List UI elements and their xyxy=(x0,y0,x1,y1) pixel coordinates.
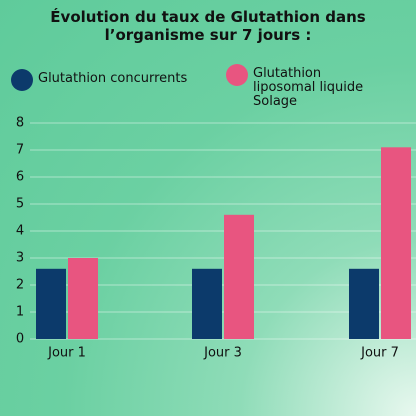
bar xyxy=(68,258,98,339)
y-tick-label: 5 xyxy=(16,197,24,212)
bar xyxy=(224,214,254,339)
legend-item: Glutathion concurrents xyxy=(11,69,211,91)
x-tick-label: Jour 3 xyxy=(203,346,242,361)
chart-title: Évolution du taux de Glutathion dans l’o… xyxy=(50,8,366,44)
y-tick-label: 3 xyxy=(16,251,24,266)
bar xyxy=(192,268,222,339)
legend-swatch xyxy=(11,69,33,91)
legend-swatch xyxy=(226,64,248,86)
y-tick-label: 4 xyxy=(16,224,24,239)
x-tick-label: Jour 1 xyxy=(47,346,86,361)
legend-item: Glutathion liposomal liquide Solage xyxy=(226,64,376,109)
y-tick-label: 2 xyxy=(16,278,24,293)
legend-label: Glutathion concurrents xyxy=(38,71,188,86)
y-tick-label: 7 xyxy=(16,143,24,158)
y-tick-label: 8 xyxy=(16,116,24,131)
bar xyxy=(349,268,379,339)
legend-label: Glutathion liposomal liquide Solage xyxy=(253,66,364,109)
y-tick-label: 6 xyxy=(16,170,24,185)
y-tick-label: 0 xyxy=(16,332,24,347)
bar xyxy=(36,268,66,339)
bar xyxy=(381,147,411,339)
y-tick-label: 1 xyxy=(16,305,24,320)
x-tick-label: Jour 7 xyxy=(360,346,399,361)
